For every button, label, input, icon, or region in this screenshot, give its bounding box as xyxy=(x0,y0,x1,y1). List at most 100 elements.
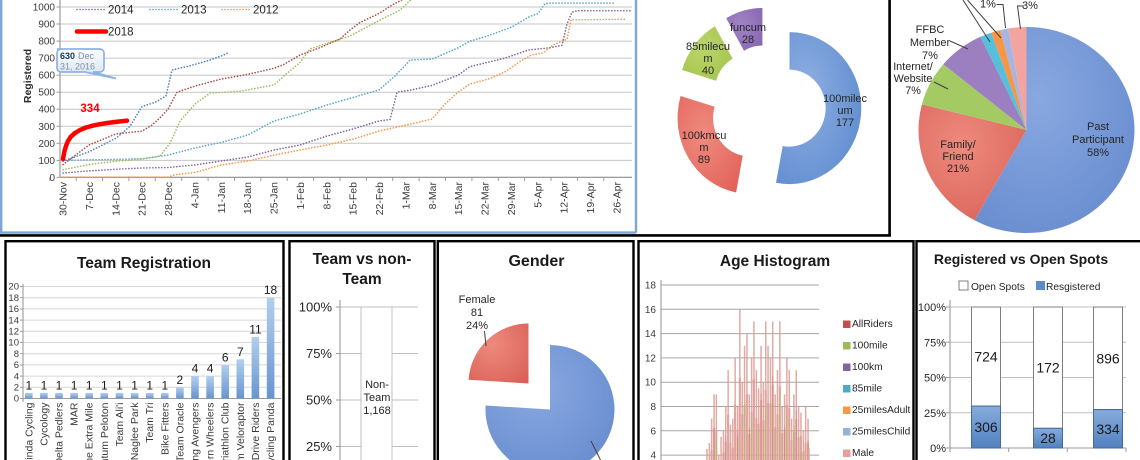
svg-text:1: 1 xyxy=(86,378,93,392)
svg-text:16: 16 xyxy=(8,304,19,315)
svg-text:15-Mar: 15-Mar xyxy=(453,182,465,216)
svg-text:Triathlon Club: Triathlon Club xyxy=(220,402,232,460)
svg-text:4: 4 xyxy=(207,362,214,376)
svg-text:75%: 75% xyxy=(306,346,332,361)
svg-text:306: 306 xyxy=(974,419,998,435)
svg-text:81: 81 xyxy=(471,307,483,319)
svg-text:700: 700 xyxy=(38,54,55,65)
svg-text:Non-: Non- xyxy=(365,379,389,391)
svg-text:800: 800 xyxy=(38,37,55,48)
svg-text:26-Apr: 26-Apr xyxy=(612,181,624,213)
svg-text:14: 14 xyxy=(645,329,657,340)
svg-text:4-Jan: 4-Jan xyxy=(189,182,201,208)
svg-text:30-Nov: 30-Nov xyxy=(58,181,70,216)
svg-text:22-Mar: 22-Mar xyxy=(480,182,492,216)
svg-text:100%: 100% xyxy=(918,302,946,314)
svg-text:100%: 100% xyxy=(299,300,333,315)
svg-text:40: 40 xyxy=(702,65,714,77)
svg-text:200: 200 xyxy=(38,139,55,150)
svg-text:Team vs non-: Team vs non- xyxy=(313,251,412,268)
svg-text:Resgistered: Resgistered xyxy=(1046,282,1101,293)
svg-text:25-Jan: 25-Jan xyxy=(269,182,281,214)
svg-text:1: 1 xyxy=(41,378,48,392)
svg-text:14: 14 xyxy=(8,315,19,326)
svg-text:15-Feb: 15-Feb xyxy=(348,182,360,215)
svg-text:1-Mar: 1-Mar xyxy=(400,181,412,209)
svg-text:11-Jan: 11-Jan xyxy=(216,182,228,213)
svg-text:Team Veloraptor: Team Veloraptor xyxy=(235,402,247,460)
svg-text:21%: 21% xyxy=(947,163,969,175)
svg-text:16: 16 xyxy=(645,305,657,316)
svg-text:20: 20 xyxy=(8,282,19,293)
svg-text:24%: 24% xyxy=(466,320,488,332)
svg-text:Drive Riders: Drive Riders xyxy=(250,403,262,460)
svg-text:334: 334 xyxy=(80,103,100,115)
svg-text:Team Ali'i: Team Ali'i xyxy=(114,403,126,447)
svg-text:18: 18 xyxy=(8,293,19,304)
svg-text:75%: 75% xyxy=(924,337,946,349)
svg-text:Registered: Registered xyxy=(22,49,34,103)
svg-text:100km: 100km xyxy=(852,362,883,373)
svg-text:Website: Website xyxy=(894,73,933,85)
svg-text:18: 18 xyxy=(645,281,657,292)
svg-text:6: 6 xyxy=(14,360,19,371)
svg-text:1,168: 1,168 xyxy=(363,405,391,417)
svg-text:724: 724 xyxy=(974,349,998,365)
svg-text:1000: 1000 xyxy=(33,3,56,14)
svg-text:100kmcu: 100kmcu xyxy=(682,130,727,142)
svg-text:22-Feb: 22-Feb xyxy=(374,182,386,215)
svg-text:1: 1 xyxy=(25,378,32,392)
svg-text:1: 1 xyxy=(161,378,168,392)
svg-text:7%: 7% xyxy=(905,85,921,97)
svg-text:Male: Male xyxy=(852,448,874,459)
svg-text:Cycling Panda: Cycling Panda xyxy=(265,402,277,460)
svg-text:12-Apr: 12-Apr xyxy=(559,181,571,213)
svg-text:29-Mar: 29-Mar xyxy=(506,182,518,216)
svg-text:100mile: 100mile xyxy=(852,341,888,352)
svg-text:2013: 2013 xyxy=(181,5,207,17)
svg-text:10: 10 xyxy=(8,338,19,349)
svg-text:18: 18 xyxy=(264,283,278,297)
svg-text:8-Mar: 8-Mar xyxy=(427,181,439,209)
svg-text:7: 7 xyxy=(237,345,244,359)
svg-text:1: 1 xyxy=(146,378,153,392)
svg-text:0: 0 xyxy=(49,173,55,184)
svg-text:25milesChild: 25milesChild xyxy=(852,427,911,438)
svg-text:Gender: Gender xyxy=(508,253,564,270)
svg-text:100milec: 100milec xyxy=(823,93,868,105)
svg-text:um: um xyxy=(837,105,852,117)
svg-text:Team Registration: Team Registration xyxy=(77,255,211,272)
svg-text:MAR: MAR xyxy=(69,402,81,426)
svg-text:Family/: Family/ xyxy=(940,139,976,151)
svg-text:12: 12 xyxy=(645,353,657,364)
svg-text:Team: Team xyxy=(342,271,381,288)
svg-text:50%: 50% xyxy=(924,373,946,385)
svg-text:6: 6 xyxy=(650,426,656,437)
svg-text:m: m xyxy=(699,142,708,154)
svg-text:6: 6 xyxy=(222,350,229,364)
svg-text:Friend: Friend xyxy=(942,151,973,163)
svg-text:28: 28 xyxy=(742,34,754,46)
svg-text:50%: 50% xyxy=(306,393,332,408)
svg-text:334: 334 xyxy=(1096,421,1120,437)
svg-text:25%: 25% xyxy=(924,408,946,420)
svg-text:14-Dec: 14-Dec xyxy=(110,182,122,216)
svg-text:600: 600 xyxy=(38,71,55,82)
svg-text:1%: 1% xyxy=(980,0,996,11)
svg-text:4: 4 xyxy=(14,371,19,382)
svg-text:Naglee Park: Naglee Park xyxy=(129,402,141,460)
svg-text:58%: 58% xyxy=(1087,147,1109,159)
svg-text:Female: Female xyxy=(459,294,496,306)
svg-text:31, 2016: 31, 2016 xyxy=(60,62,95,72)
svg-text:Internet/: Internet/ xyxy=(893,61,933,73)
svg-text:Delta Pedlers: Delta Pedlers xyxy=(54,403,66,460)
svg-text:funcum: funcum xyxy=(730,22,766,34)
svg-text:11: 11 xyxy=(249,322,262,336)
svg-text:Cycology: Cycology xyxy=(38,402,50,446)
svg-text:8: 8 xyxy=(650,402,656,413)
svg-text:172: 172 xyxy=(1036,360,1060,376)
svg-text:19-Apr: 19-Apr xyxy=(585,181,597,213)
svg-text:8-Feb: 8-Feb xyxy=(321,182,333,210)
svg-text:900: 900 xyxy=(38,20,55,31)
svg-text:21-Dec: 21-Dec xyxy=(137,182,149,216)
